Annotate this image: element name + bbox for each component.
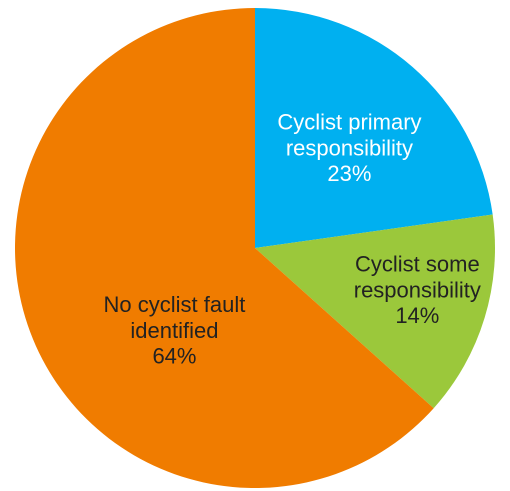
slice-label: Cyclist some responsibility — [354, 251, 481, 302]
slice-label: No cyclist fault identified — [104, 292, 246, 343]
slice-label-line: identified — [130, 318, 218, 343]
slice-label-line: Cyclist some — [355, 251, 480, 276]
slice-label-line: Cyclist primary — [277, 109, 421, 134]
slice-label: Cyclist primary responsibility — [277, 109, 421, 160]
slice-label-line: responsibility — [286, 135, 413, 160]
pie-slice — [255, 8, 493, 248]
pie-slice — [14, 8, 434, 488]
slice-value-label: 23% — [327, 161, 371, 186]
slice-value-label: 14% — [395, 303, 439, 328]
slice-value-label: 64% — [152, 344, 196, 369]
slice-label-line: responsibility — [354, 277, 481, 302]
pie-slice — [255, 214, 495, 409]
slice-label-line: No cyclist fault — [104, 292, 246, 317]
